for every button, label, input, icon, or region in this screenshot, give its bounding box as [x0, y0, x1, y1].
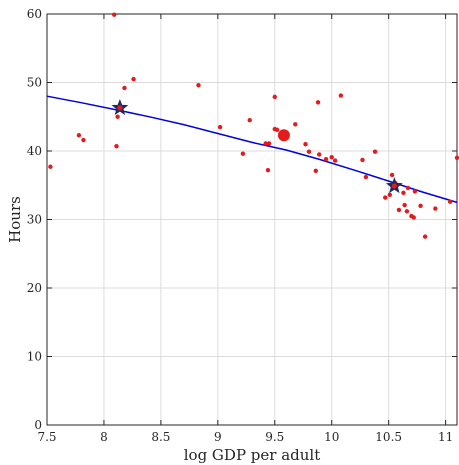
data-point — [111, 12, 117, 17]
star-center-point — [117, 105, 123, 111]
y-tick-label: 20 — [27, 281, 42, 295]
highlight-point — [277, 129, 290, 142]
data-point — [422, 234, 428, 239]
data-point — [447, 199, 453, 204]
data-point — [433, 206, 438, 211]
data-point — [404, 209, 410, 214]
data-point — [389, 172, 395, 178]
y-tick-label: 30 — [27, 213, 42, 227]
data-point — [360, 157, 365, 163]
data-point — [454, 155, 459, 161]
data-point — [306, 149, 312, 154]
x-tick-label: 9.5 — [265, 430, 284, 444]
data-point — [76, 133, 82, 138]
x-tick-label: 11 — [438, 430, 453, 444]
data-point — [323, 157, 329, 162]
data-point — [402, 202, 407, 208]
stars-layer — [111, 99, 403, 194]
data-point — [315, 100, 321, 105]
highlight-layer — [277, 129, 290, 142]
data-point — [114, 144, 119, 149]
data-point — [383, 195, 388, 200]
data-point — [274, 127, 280, 132]
data-point — [293, 122, 298, 127]
fit-line — [46, 95, 458, 204]
data-point — [240, 151, 246, 156]
data-point — [338, 93, 344, 98]
fit-line-layer — [46, 95, 458, 204]
data-point — [247, 117, 252, 123]
data-point — [372, 149, 378, 154]
data-point — [115, 114, 120, 119]
x-axis-label: log GDP per adult — [184, 446, 321, 464]
data-point — [217, 124, 223, 130]
data-point — [329, 154, 334, 160]
data-point — [363, 174, 369, 180]
data-point — [313, 168, 318, 174]
data-point — [265, 167, 271, 173]
data-point — [196, 83, 201, 88]
data-point — [412, 189, 418, 194]
data-point — [401, 190, 406, 195]
data-point — [405, 185, 411, 191]
data-point — [387, 192, 393, 198]
data-point — [131, 76, 136, 82]
data-point — [411, 215, 416, 220]
x-tick-label: 10 — [324, 430, 339, 444]
x-tick-label: 9 — [214, 430, 222, 444]
y-tick-label: 0 — [34, 418, 42, 432]
x-tick-label: 8 — [100, 430, 108, 444]
y-tick-label: 10 — [27, 350, 42, 364]
y-tick-label: 60 — [27, 7, 42, 21]
data-point — [266, 141, 272, 146]
y-ticks: 0 10 20 30 40 50 60 — [27, 7, 457, 432]
data-point — [122, 85, 127, 91]
y-tick-label: 50 — [27, 76, 42, 90]
data-point — [332, 158, 338, 163]
x-tick-label: 7.5 — [37, 430, 56, 444]
x-ticks: 7.5 8 8.5 9 9.5 10 10.5 11 — [37, 14, 453, 444]
data-point — [263, 141, 268, 146]
data-point — [396, 207, 402, 213]
star-center-point — [391, 183, 397, 189]
y-axis-label: Hours — [6, 196, 24, 243]
x-tick-label: 10.5 — [375, 430, 402, 444]
data-point — [316, 152, 322, 157]
x-tick-label: 8.5 — [151, 430, 170, 444]
grid-lines — [46, 13, 457, 426]
data-point — [272, 94, 277, 100]
data-point — [418, 203, 423, 208]
data-point — [303, 141, 308, 147]
data-point — [48, 164, 53, 169]
points-layer — [48, 12, 459, 239]
data-point — [81, 137, 86, 143]
y-tick-label: 40 — [27, 144, 42, 158]
